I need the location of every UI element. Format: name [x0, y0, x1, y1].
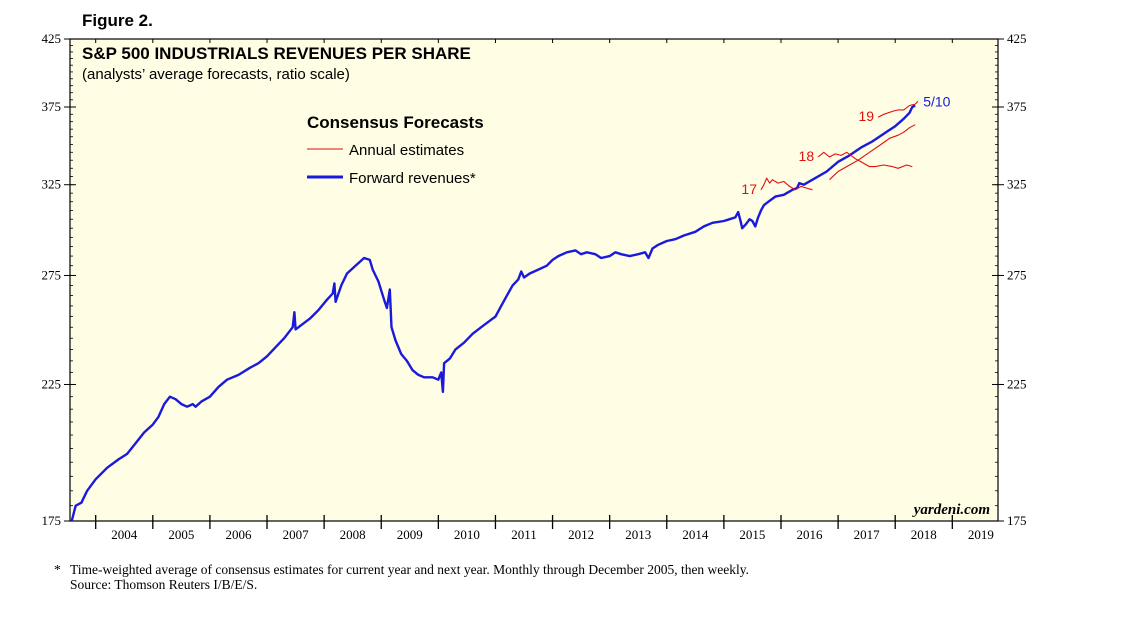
legend-label-annual: Annual estimates — [349, 142, 464, 159]
series-annual-estimate — [829, 124, 916, 181]
y-tick-label-left: 175 — [42, 513, 62, 528]
plot-area — [69, 38, 999, 522]
x-tick-label: 2019 — [968, 527, 994, 542]
watermark: yardeni.com — [912, 502, 990, 518]
axis-ticks — [64, 38, 1004, 529]
legend-title: Consensus Forecasts — [307, 113, 484, 132]
x-tick-label: 2016 — [797, 527, 824, 542]
x-tick-label: 2013 — [625, 527, 651, 542]
footnote-note: Time-weighted average of consensus estim… — [70, 562, 750, 577]
legend: Consensus Forecasts Annual estimates For… — [307, 113, 484, 187]
y-tick-label-right: 175 — [1007, 513, 1027, 528]
series-annual-estimate — [817, 151, 913, 169]
y-tick-label-right: 325 — [1007, 177, 1027, 192]
y-tick-label-right: 375 — [1007, 99, 1027, 114]
y-tick-label-left: 425 — [42, 31, 62, 46]
chart-subtitle: (analysts’ average forecasts, ratio scal… — [82, 66, 350, 83]
y-tick-label-right: 225 — [1007, 376, 1027, 391]
x-tick-label: 2010 — [454, 527, 480, 542]
x-tick-label: 2006 — [225, 527, 252, 542]
series-layer — [70, 100, 919, 522]
series-year-label: 17 — [741, 181, 757, 197]
series-annual-estimate — [760, 177, 813, 191]
y-tick-label-left: 225 — [42, 376, 62, 391]
x-tick-label: 2005 — [168, 527, 194, 542]
footnote-source: Source: Thomson Reuters I/B/E/S. — [70, 577, 258, 592]
x-tick-label: 2017 — [854, 527, 881, 542]
series-year-label: 19 — [858, 108, 874, 124]
x-tick-label: 2015 — [739, 527, 765, 542]
y-tick-label-left: 275 — [42, 267, 62, 282]
date-annotation: 5/10 — [923, 94, 950, 110]
y-tick-label-left: 375 — [42, 99, 62, 114]
footnote-star: * — [54, 562, 61, 577]
label-layer: 175 175 225 225 275 275 325 325 375 375 425 425 2004… — [42, 31, 1027, 542]
x-tick-label: 2008 — [340, 527, 366, 542]
series-year-label: 18 — [799, 148, 815, 164]
footnote-note-line: * Time-weighted average of consensus esti… — [54, 562, 1054, 577]
x-tick-label: 2011 — [511, 527, 537, 542]
x-tick-label: 2009 — [397, 527, 423, 542]
x-tick-label: 2007 — [283, 527, 310, 542]
series-forward-revenues — [70, 104, 916, 522]
chart-title: S&P 500 INDUSTRIALS REVENUES PER SHARE — [82, 44, 471, 63]
y-tick-label-right: 275 — [1007, 267, 1027, 282]
figure-label: Figure 2. — [82, 11, 153, 30]
x-tick-label: 2004 — [111, 527, 138, 542]
footnote: * Time-weighted average of consensus esti… — [54, 562, 1054, 592]
x-tick-label: 2012 — [568, 527, 594, 542]
series-annual-estimate — [877, 100, 919, 118]
y-tick-label-left: 325 — [42, 177, 62, 192]
y-tick-label-right: 425 — [1007, 31, 1027, 46]
legend-label-forward: Forward revenues* — [349, 170, 476, 187]
x-tick-label: 2014 — [682, 527, 709, 542]
x-tick-label: 2018 — [911, 527, 937, 542]
